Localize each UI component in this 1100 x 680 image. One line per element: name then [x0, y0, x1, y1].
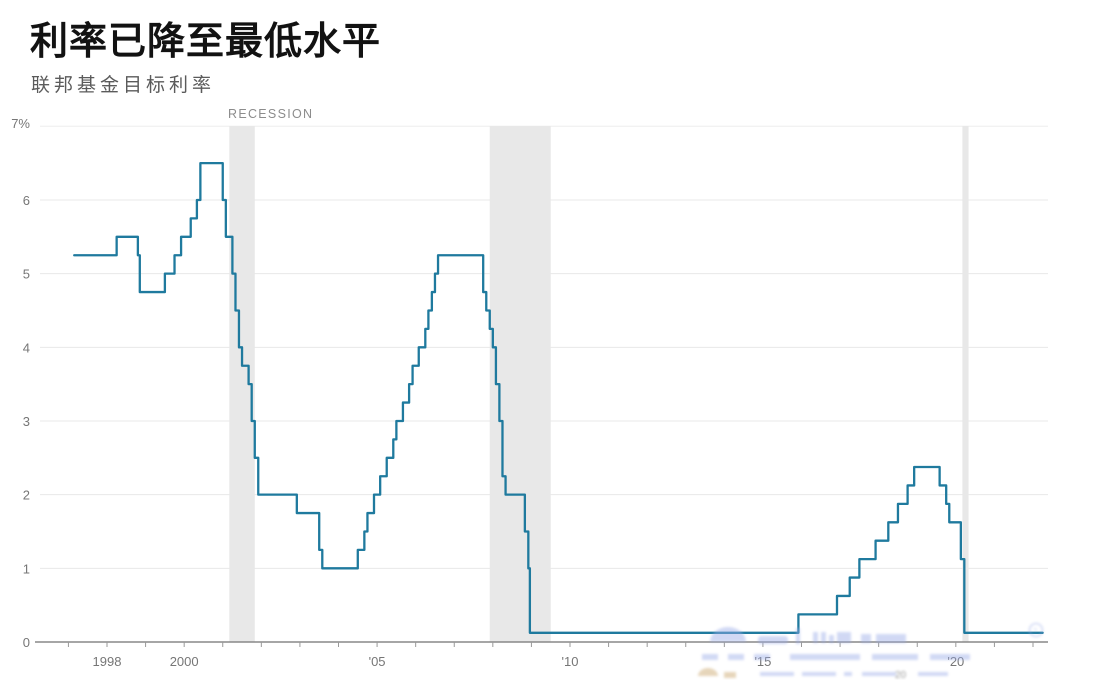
svg-text:2: 2: [23, 488, 30, 503]
svg-text:4: 4: [23, 340, 30, 355]
svg-text:'10: '10: [562, 654, 579, 669]
svg-text:5: 5: [23, 267, 30, 282]
svg-text:3: 3: [23, 414, 30, 429]
svg-text:1998: 1998: [93, 654, 122, 669]
svg-text:'05: '05: [369, 654, 386, 669]
svg-text:7%: 7%: [11, 116, 30, 131]
svg-text:'20: '20: [947, 654, 964, 669]
svg-text:'15: '15: [754, 654, 771, 669]
svg-text:6: 6: [23, 193, 30, 208]
svg-text:0: 0: [23, 635, 30, 650]
svg-text:1: 1: [23, 561, 30, 576]
svg-text:2000: 2000: [170, 654, 199, 669]
